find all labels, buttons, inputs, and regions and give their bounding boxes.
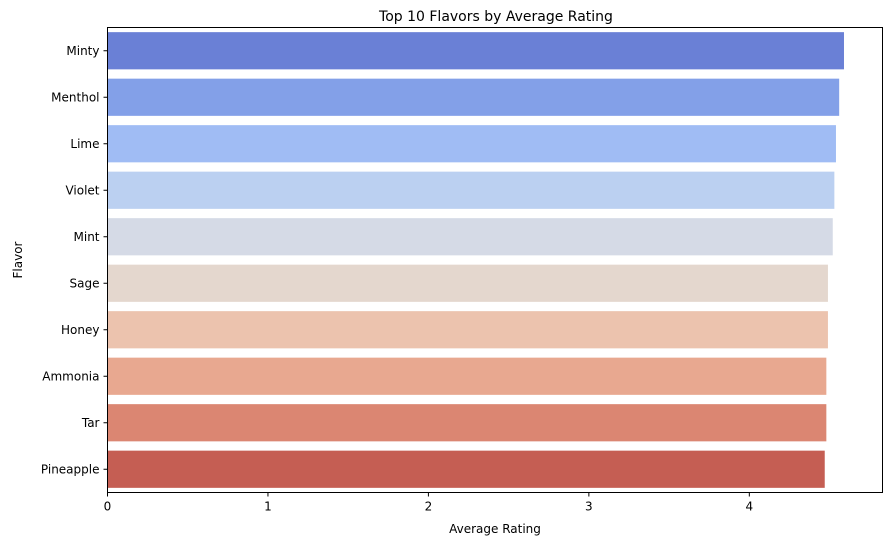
y-tick-label: Pineapple [41, 462, 100, 476]
plot-frame [107, 27, 883, 493]
bar-ammonia [107, 357, 827, 395]
bar-pineapple [107, 450, 825, 488]
x-ticks: 0 1 2 3 4 [104, 492, 754, 514]
bar-sage [107, 264, 828, 302]
bar-violet [107, 171, 835, 209]
x-tick-label: 1 [264, 500, 272, 514]
x-axis-label: Average Rating [449, 522, 541, 536]
x-tick-label: 2 [425, 500, 433, 514]
bar-minty [107, 32, 844, 70]
y-tick-label: Sage [70, 276, 100, 290]
y-axis-label: Flavor [11, 241, 25, 278]
y-tick-labels: Minty Menthol Lime Violet Mint Sage Honey Ammon… [41, 44, 108, 476]
y-tick-label: Mint [74, 230, 100, 244]
y-tick-label: Menthol [51, 90, 99, 104]
y-tick-label: Ammonia [42, 369, 99, 383]
bars-group [107, 32, 844, 488]
y-tick-label: Violet [65, 183, 99, 197]
y-tick-label: Tar [81, 416, 100, 430]
x-tick-label: 4 [746, 500, 754, 514]
x-tick-label: 0 [104, 500, 112, 514]
y-tick-label: Honey [61, 323, 99, 337]
y-tick-label: Minty [66, 44, 99, 58]
bar-menthol [107, 78, 840, 116]
y-tick-label: Lime [70, 137, 99, 151]
bar-tar [107, 404, 827, 442]
bar-mint [107, 218, 833, 256]
bar-honey [107, 311, 828, 349]
x-tick-label: 3 [585, 500, 593, 514]
bar-lime [107, 125, 836, 163]
chart-title: Top 10 Flavors by Average Rating [378, 9, 613, 25]
